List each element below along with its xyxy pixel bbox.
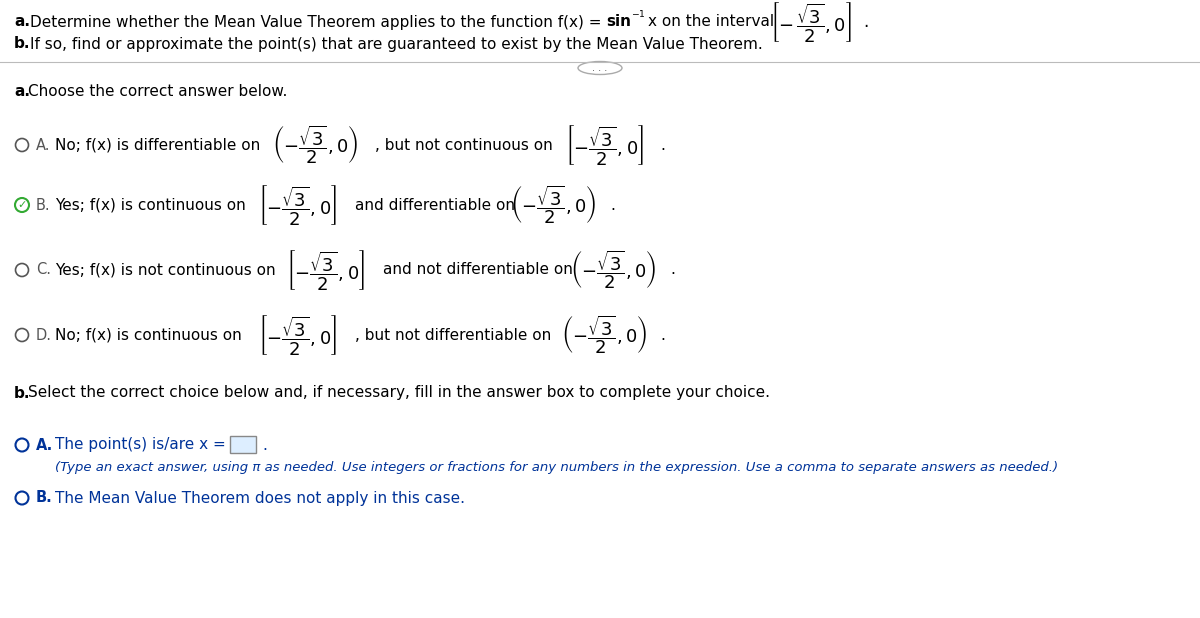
Text: $\left[-\dfrac{\sqrt{3}}{2},0\right]$: $\left[-\dfrac{\sqrt{3}}{2},0\right]$ [565,123,644,167]
Text: and not differentiable on: and not differentiable on [383,263,572,277]
Text: C.: C. [36,263,50,277]
Text: $\left[-\,\dfrac{\sqrt{3}}{2},0\right]$: $\left[-\,\dfrac{\sqrt{3}}{2},0\right]$ [770,0,852,44]
Text: B.: B. [36,491,53,506]
Text: $\left(-\dfrac{\sqrt{3}}{2},0\right)$: $\left(-\dfrac{\sqrt{3}}{2},0\right)$ [570,248,656,291]
Text: b.: b. [14,36,30,51]
Text: $\left[-\dfrac{\sqrt{3}}{2},0\right]$: $\left[-\dfrac{\sqrt{3}}{2},0\right]$ [258,313,337,357]
Text: b.: b. [14,386,30,400]
Text: $\left[-\dfrac{\sqrt{3}}{2},0\right]$: $\left[-\dfrac{\sqrt{3}}{2},0\right]$ [286,248,365,292]
Text: D.: D. [36,328,52,342]
Text: .: . [262,438,266,452]
Text: Yes; f(x) is not continuous on: Yes; f(x) is not continuous on [55,263,276,277]
Text: and differentiable on: and differentiable on [355,198,515,213]
Text: Select the correct choice below and, if necessary, fill in the answer box to com: Select the correct choice below and, if … [28,386,770,400]
Text: No; f(x) is differentiable on: No; f(x) is differentiable on [55,137,260,153]
Text: $^{-1}$: $^{-1}$ [631,11,646,23]
Text: Yes; f(x) is continuous on: Yes; f(x) is continuous on [55,198,246,213]
FancyBboxPatch shape [230,436,256,453]
Text: a.: a. [14,14,30,30]
Text: Choose the correct answer below.: Choose the correct answer below. [28,85,287,99]
Text: The Mean Value Theorem does not apply in this case.: The Mean Value Theorem does not apply in… [55,491,466,506]
Text: Determine whether the Mean Value Theorem applies to the function f(x) =: Determine whether the Mean Value Theorem… [30,14,606,30]
Text: A.: A. [36,438,53,452]
Text: No; f(x) is continuous on: No; f(x) is continuous on [55,328,241,342]
Text: $\left(-\dfrac{\sqrt{3}}{2},0\right)$: $\left(-\dfrac{\sqrt{3}}{2},0\right)$ [272,124,359,166]
Text: B.: B. [36,198,50,213]
Text: a.: a. [14,85,30,99]
Text: , but not continuous on: , but not continuous on [374,137,553,153]
Text: A.: A. [36,137,50,153]
Text: .: . [670,263,674,277]
Text: .: . [863,13,869,31]
Text: $\left[-\dfrac{\sqrt{3}}{2},0\right]$: $\left[-\dfrac{\sqrt{3}}{2},0\right]$ [258,183,337,227]
Text: , but not differentiable on: , but not differentiable on [355,328,551,342]
Text: (Type an exact answer, using π as needed. Use integers or fractions for any numb: (Type an exact answer, using π as needed… [55,462,1058,475]
Text: If so, find or approximate the point(s) that are guaranteed to exist by the Mean: If so, find or approximate the point(s) … [30,36,763,51]
Text: . . .: . . . [593,63,607,73]
Text: .: . [660,137,665,153]
Text: $\left(-\dfrac{\sqrt{3}}{2},0\right)$: $\left(-\dfrac{\sqrt{3}}{2},0\right)$ [562,314,648,357]
Text: The point(s) is/are x =: The point(s) is/are x = [55,438,226,452]
Text: .: . [610,198,614,213]
Text: x on the interval: x on the interval [648,14,774,30]
Text: .: . [660,328,665,342]
Text: ✓: ✓ [17,200,26,210]
Text: $\left(-\dfrac{\sqrt{3}}{2},0\right)$: $\left(-\dfrac{\sqrt{3}}{2},0\right)$ [510,184,596,226]
Text: sin: sin [606,14,631,30]
